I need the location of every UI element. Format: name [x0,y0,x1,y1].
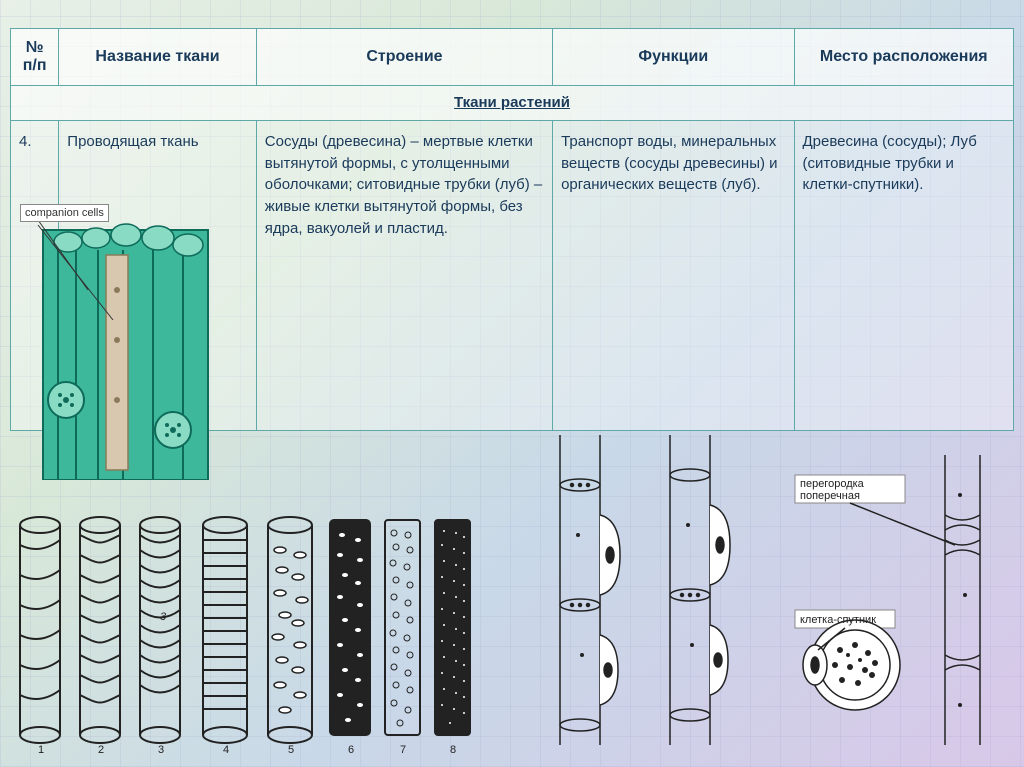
header-name: Название ткани [59,29,257,86]
vessel-num-6: 6 [348,744,354,755]
satellite-label: клетка-спутник [800,614,876,626]
companion-cells-label: companion cells [20,204,109,222]
section-header: Ткани растений [11,86,1014,121]
vessel-num-5: 5 [288,744,294,755]
cell-location: Древесина (сосуды); Луб (ситовидные труб… [794,120,1014,430]
svg-text:поперечная: поперечная [800,490,860,502]
header-structure: Строение [256,29,552,86]
header-num: № п/п [11,29,59,86]
sieve-tubes-diagram [530,435,770,745]
header-functions: Функции [553,29,794,86]
svg-text:3: 3 [160,611,167,623]
vessel-num-7: 7 [400,744,406,755]
vessel-types-diagram: 1 2 3 4 5 6 7 8 3 [10,505,480,755]
cell-satellite-diagram: перегородка поперечная клетка-спутник [780,455,1010,745]
header-location: Место расположения [794,29,1014,86]
vessel-num-1: 1 [38,744,44,755]
cell-structure: Сосуды (древесина) – мертвые клетки вытя… [256,120,552,430]
bottom-diagrams: 1 2 3 4 5 6 7 8 3 [10,485,1014,755]
vessel-num-3: 3 [158,744,164,755]
partition-label: перегородка [800,478,865,490]
cell-functions: Транспорт воды, минеральных веществ (сос… [553,120,794,430]
tissue-illustration: companion cells [18,200,218,480]
vessel-num-4: 4 [223,744,229,755]
vessel-num-8: 8 [450,744,456,755]
vessel-num-2: 2 [98,744,104,755]
